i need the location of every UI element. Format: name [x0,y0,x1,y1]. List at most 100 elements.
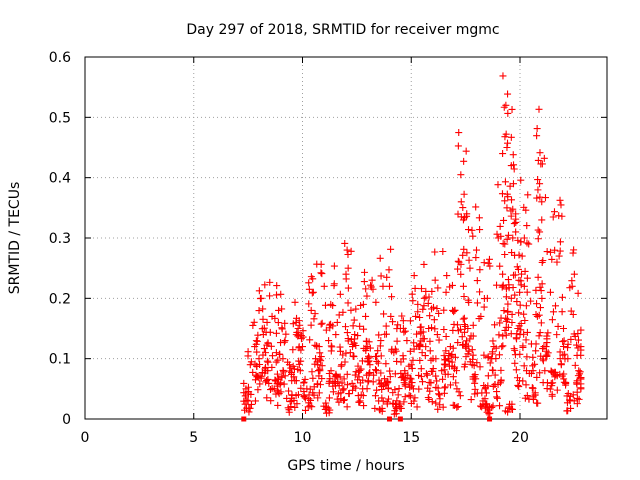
data-point [463,337,471,345]
data-point [435,390,443,398]
data-point [247,358,255,366]
data-point [551,246,559,254]
data-point [259,315,267,323]
data-point [288,370,295,378]
data-point [459,282,467,290]
data-point [409,356,417,364]
data-point [344,264,352,272]
data-point [302,394,310,402]
data-point [365,377,373,385]
data-point [305,300,313,308]
data-point [536,283,544,291]
data-point [551,302,559,310]
data-point [460,292,468,300]
data-point [512,366,520,374]
data-point [462,340,470,348]
data-point [541,367,549,375]
data-point [447,352,455,360]
data-point [523,222,531,230]
data-point [468,346,476,354]
data-point [424,299,432,307]
data-point [344,299,352,307]
data-point [560,343,568,351]
zero-markers [241,416,493,422]
data-point [272,349,280,357]
data-point [325,337,333,345]
data-point [536,329,544,337]
data-point [337,362,345,370]
data-point [549,308,557,316]
data-point [553,331,561,339]
data-point [520,203,528,211]
data-point [261,369,269,377]
data-point [297,335,305,343]
data-point [420,302,428,310]
data-point [523,392,531,400]
data-point [501,178,509,186]
data-point [351,371,359,379]
data-point [250,318,258,326]
data-point [377,352,385,360]
data-point [570,246,578,254]
data-point [434,284,442,292]
data-point [454,142,462,150]
data-point [533,125,541,133]
data-point [540,154,548,162]
data-point [304,403,312,411]
data-point [378,404,386,412]
data-point [409,297,417,305]
data-point [294,391,302,399]
data-point [571,332,579,340]
data-point [408,382,416,390]
x-tick-label: 5 [189,430,198,446]
data-point [522,302,530,310]
data-point [539,256,547,264]
data-point [363,337,371,345]
data-point [376,342,384,350]
data-point [496,402,504,410]
data-point [421,352,429,360]
data-point [268,384,276,392]
data-point [430,303,438,311]
data-point [520,234,528,242]
data-point [308,289,316,297]
data-point [498,343,506,351]
data-point [509,151,517,159]
data-point [320,402,328,410]
data-point [362,312,370,320]
data-point [442,347,450,355]
data-point [306,336,314,344]
data-point [568,277,576,285]
data-point [240,397,248,405]
data-point [471,379,479,387]
data-point [473,246,480,254]
data-point [527,369,535,377]
data-point [573,388,581,396]
data-point [412,312,420,320]
data-point [523,239,531,247]
data-point [486,359,494,367]
data-point [537,319,545,327]
data-point [423,371,431,379]
data-point [517,326,525,334]
data-point [518,252,526,260]
data-point [275,390,283,398]
data-point [399,352,407,360]
data-point [380,310,388,318]
data-point [515,383,523,391]
data-point [515,322,523,330]
data-point [327,367,335,375]
data-point [436,401,444,409]
data-point [484,259,492,267]
data-point [489,337,497,345]
data-point [476,266,484,274]
data-point [254,331,262,339]
data-point [517,281,525,289]
data-point [517,176,525,184]
data-point [274,356,282,364]
data-point [457,260,465,268]
data-point [441,383,449,391]
data-point [484,354,492,362]
data-point [536,180,544,188]
data-point [321,405,329,413]
